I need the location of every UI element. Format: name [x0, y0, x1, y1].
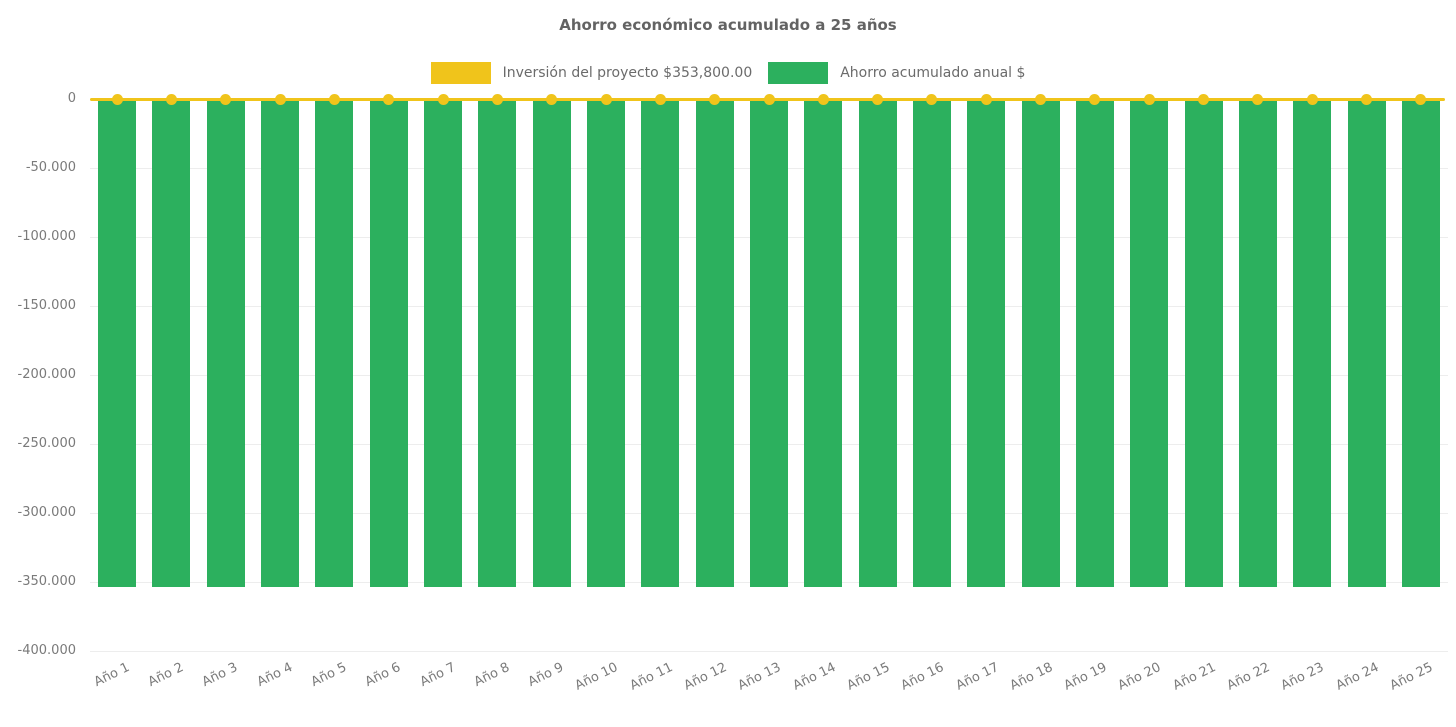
bar	[478, 99, 516, 587]
x-tick-label: Año 9	[526, 660, 567, 690]
bar	[315, 99, 353, 587]
line-point	[112, 94, 123, 105]
x-tick-label: Año 17	[953, 660, 1001, 694]
y-tick-label: -150.000	[17, 298, 76, 313]
x-tick-label: Año 4	[254, 660, 295, 690]
bar	[424, 99, 462, 587]
x-tick-label: Año 22	[1224, 660, 1273, 694]
bar	[370, 99, 408, 587]
line-point	[601, 94, 612, 105]
legend-item-investment[interactable]: Inversión del proyecto $353,800.00	[430, 62, 753, 84]
line-point	[818, 94, 829, 105]
bar	[1130, 99, 1168, 587]
line-point	[492, 94, 503, 105]
bar	[587, 99, 625, 587]
bar	[1239, 99, 1277, 587]
legend-label: Inversión del proyecto $353,800.00	[502, 65, 753, 81]
x-tick-label: Año 24	[1333, 660, 1382, 694]
bar	[641, 99, 679, 587]
line-point	[1198, 94, 1209, 105]
line-point	[709, 94, 720, 105]
bar	[1402, 99, 1440, 587]
bar	[1022, 99, 1060, 587]
bar	[1293, 99, 1331, 587]
bar	[207, 99, 245, 587]
x-tick-label: Año 7	[417, 660, 458, 690]
bar	[98, 99, 136, 587]
bar	[859, 99, 897, 587]
x-tick-label: Año 15	[844, 660, 893, 694]
line-point	[655, 94, 666, 105]
bar	[1076, 99, 1114, 587]
x-tick-label: Año 25	[1387, 660, 1436, 694]
line-point	[1144, 94, 1155, 105]
line-point	[764, 94, 775, 105]
chart-legend: Inversión del proyecto $353,800.00 Ahorro…	[0, 62, 1456, 84]
line-point	[546, 94, 557, 105]
y-tick-label: -100.000	[17, 229, 76, 244]
bar	[913, 99, 951, 587]
bar	[1185, 99, 1223, 587]
line-point	[926, 94, 937, 105]
y-tick-label: -200.000	[17, 367, 76, 382]
line-point	[1252, 94, 1263, 105]
x-tick-label: Año 6	[363, 660, 404, 690]
line-point	[220, 94, 231, 105]
bar	[152, 99, 190, 587]
x-tick-label: Año 8	[471, 660, 512, 690]
legend-label: Ahorro acumulado anual $	[840, 65, 1026, 81]
y-tick-label: -250.000	[17, 436, 76, 451]
y-tick-label: -400.000	[17, 643, 76, 658]
x-tick-label: Año 19	[1061, 660, 1110, 694]
line-point	[1089, 94, 1100, 105]
x-tick-label: Año 13	[735, 660, 784, 694]
line-point	[1035, 94, 1046, 105]
legend-item-savings[interactable]: Ahorro acumulado anual $	[768, 62, 1025, 84]
bar	[1348, 99, 1386, 587]
bar	[804, 99, 842, 587]
y-tick-label: -350.000	[17, 574, 76, 589]
x-tick-label: Año 12	[681, 660, 730, 694]
line-point	[872, 94, 883, 105]
x-tick-label: Año 2	[145, 660, 187, 690]
line-point	[1307, 94, 1318, 105]
grid-line	[90, 651, 1448, 652]
chart-title: Ahorro económico acumulado a 25 años	[559, 16, 897, 34]
line-point	[438, 94, 449, 105]
y-tick-label: -50.000	[25, 160, 76, 175]
y-tick-label: -300.000	[17, 505, 76, 520]
x-tick-label: Año 5	[308, 660, 350, 690]
bar	[533, 99, 571, 587]
bar	[261, 99, 299, 587]
x-tick-label: Año 16	[898, 660, 947, 694]
line-point	[1361, 94, 1372, 105]
line-point	[981, 94, 992, 105]
x-tick-label: Año 20	[1116, 660, 1164, 694]
x-tick-label: Año 10	[572, 660, 621, 694]
x-tick-label: Año 23	[1279, 660, 1327, 694]
x-tick-label: Año 21	[1170, 660, 1219, 694]
x-tick-label: Año 18	[1007, 660, 1056, 694]
bar	[750, 99, 788, 587]
x-tick-label: Año 11	[627, 660, 675, 694]
legend-swatch-icon	[768, 62, 829, 84]
bar	[696, 99, 734, 587]
y-tick-label: 0	[67, 91, 76, 106]
line-point	[329, 94, 340, 105]
line-point	[166, 94, 177, 105]
legend-swatch-icon	[430, 62, 491, 84]
line-point	[1415, 94, 1426, 105]
line-point	[383, 94, 394, 105]
x-tick-label: Año 1	[91, 660, 132, 690]
bar	[967, 99, 1005, 587]
x-tick-label: Año 3	[200, 660, 241, 690]
x-tick-label: Año 14	[790, 660, 838, 694]
line-point	[275, 94, 286, 105]
